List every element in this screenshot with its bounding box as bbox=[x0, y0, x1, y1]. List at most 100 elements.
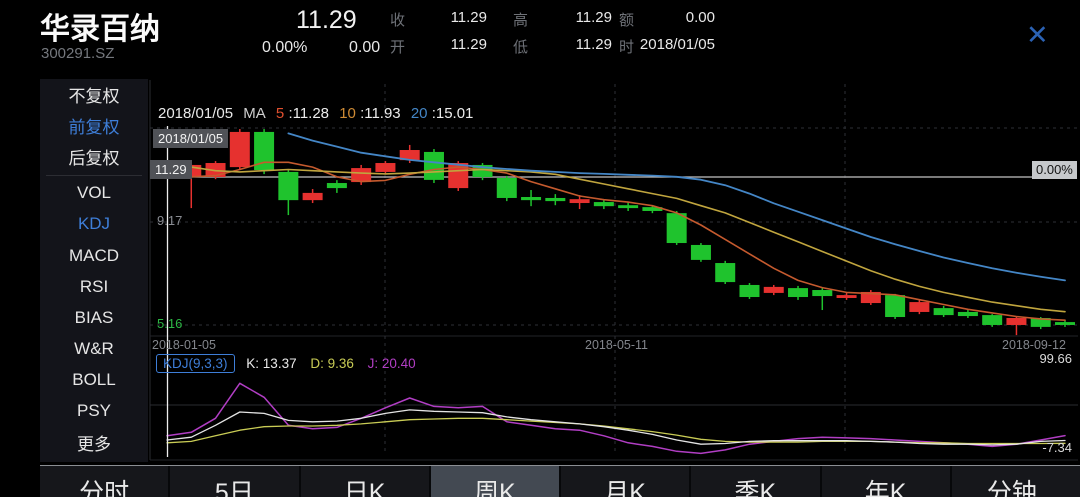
candle-body bbox=[885, 295, 906, 318]
stat-value-amount: 0.00 bbox=[685, 9, 715, 26]
close-icon[interactable]: ✕ bbox=[1026, 20, 1049, 50]
candle-body bbox=[448, 163, 469, 189]
tab-quarterly-k[interactable]: 季K bbox=[689, 466, 819, 497]
ma20-value: :15.01 bbox=[431, 105, 474, 122]
sidebar-item-boll[interactable]: BOLL bbox=[72, 370, 116, 390]
candle-body bbox=[788, 288, 809, 298]
candle-body bbox=[254, 131, 275, 171]
stat-label-high: 高 bbox=[513, 12, 529, 29]
candle-body bbox=[545, 197, 566, 202]
tab-minute[interactable]: 分钟▾ bbox=[949, 466, 1080, 497]
current-price: 11.29 bbox=[296, 6, 357, 34]
stock-name: 华录百纳 bbox=[40, 13, 160, 46]
kdj-j-value: J: 20.40 bbox=[367, 356, 416, 371]
candle-series bbox=[157, 129, 1075, 336]
candle-body bbox=[812, 290, 833, 297]
indicator-sidebar: 不复权 前复权 后复权 VOL KDJ MACD RSI BIAS W&R BO… bbox=[40, 79, 148, 462]
sidebar-item-kdj[interactable]: KDJ bbox=[77, 214, 111, 234]
stat-value-close: 11.29 bbox=[450, 9, 487, 26]
sidebar-item-psy[interactable]: PSY bbox=[76, 401, 112, 421]
candle-body bbox=[569, 199, 590, 204]
candle-body bbox=[642, 207, 663, 211]
ma10-value: :11.93 bbox=[360, 105, 401, 122]
stat-label-close: 收 bbox=[390, 12, 406, 29]
ma20-line bbox=[287, 132, 1066, 282]
candle-body bbox=[399, 150, 420, 161]
stock-code: 300291.SZ bbox=[41, 45, 115, 62]
crosshair-date: 2018/01/05 bbox=[158, 105, 234, 122]
candle-body bbox=[423, 151, 444, 180]
sidebar-item-wr[interactable]: W&R bbox=[74, 339, 114, 359]
candle-body bbox=[375, 163, 396, 172]
candle-body bbox=[618, 205, 639, 209]
candle-body bbox=[763, 286, 784, 293]
change-percent-badge: 0.00% bbox=[1032, 161, 1077, 179]
change-percent: 0.00% bbox=[262, 39, 308, 56]
tab-weekly-k[interactable]: 周K bbox=[428, 466, 559, 497]
candle-body bbox=[836, 295, 857, 298]
tab-5day[interactable]: 5日 bbox=[168, 466, 298, 497]
sidebar-item-rsi[interactable]: RSI bbox=[79, 276, 109, 296]
kdj-k-line bbox=[166, 409, 1066, 446]
candle-body bbox=[982, 315, 1003, 325]
stat-value-time: 2018/01/05 bbox=[639, 36, 715, 53]
y-axis-ref-badge: 11.29 bbox=[150, 160, 192, 179]
ma-label: MA bbox=[243, 105, 266, 122]
candle-body bbox=[351, 168, 372, 183]
kdj-k-value: K: 13.37 bbox=[246, 356, 297, 371]
candle-body bbox=[521, 197, 542, 201]
tab-yearly-k[interactable]: 年K bbox=[819, 466, 950, 497]
candle-body bbox=[739, 284, 760, 298]
period-tabbar: 分时 5日 日K 周K 月K 季K 年K 分钟▾ bbox=[40, 465, 1080, 497]
ma5-value: :11.28 bbox=[288, 105, 330, 122]
kdj-j-line bbox=[166, 382, 1066, 455]
kdj-d-value: D: 9.36 bbox=[310, 356, 354, 371]
stat-label-open: 开 bbox=[390, 39, 406, 56]
tab-intraday[interactable]: 分时 bbox=[79, 479, 130, 497]
candle-body bbox=[909, 302, 930, 312]
ma10-label: 10 bbox=[339, 105, 356, 122]
sidebar-item-vol[interactable]: VOL bbox=[76, 183, 112, 203]
ma20-label: 20 bbox=[410, 105, 428, 122]
candle-body bbox=[860, 291, 881, 304]
sidebar-item-no-adjust[interactable]: 不复权 bbox=[68, 87, 120, 107]
candle-body bbox=[302, 192, 323, 201]
candle-body bbox=[496, 177, 517, 198]
candle-body bbox=[1006, 317, 1027, 325]
ma5-line bbox=[166, 161, 1066, 321]
candle-body bbox=[593, 202, 614, 207]
x-axis-label-mid: 2018-05-11 bbox=[585, 338, 649, 352]
x-axis-label-start: 2018-01-05 bbox=[152, 338, 216, 352]
sidebar-divider bbox=[46, 174, 142, 176]
tab-daily-k[interactable]: 日K bbox=[298, 466, 429, 497]
sidebar-item-more[interactable]: 更多 bbox=[77, 435, 111, 455]
kdj-max-label: 99.66 bbox=[1039, 351, 1072, 366]
tab-monthly-k[interactable]: 月K bbox=[559, 466, 689, 497]
stat-value-open: 11.29 bbox=[450, 36, 487, 53]
y-axis-low-label: 5.16 bbox=[157, 316, 183, 331]
stat-value-high: 11.29 bbox=[575, 9, 612, 26]
stat-label-time: 时 bbox=[619, 39, 635, 56]
candle-body bbox=[933, 308, 954, 316]
stat-label-low: 低 bbox=[513, 39, 529, 56]
sidebar-item-macd[interactable]: MACD bbox=[68, 245, 120, 265]
candle-body bbox=[715, 263, 736, 283]
candle-body bbox=[229, 131, 250, 168]
kdj-info-row: KDJ(9,3,3) K: 13.37 D: 9.36 J: 20.40 bbox=[156, 354, 416, 373]
candle-body bbox=[326, 183, 347, 189]
sidebar-item-fwd-adjust[interactable]: 前复权 bbox=[68, 118, 120, 138]
candle-body bbox=[957, 311, 978, 317]
ma5-label: 5 bbox=[275, 105, 285, 122]
kdj-params-box[interactable]: KDJ(9,3,3) bbox=[156, 354, 235, 373]
crosshair-date-badge: 2018/01/05 bbox=[153, 129, 229, 148]
stat-label-amount: 额 bbox=[619, 12, 635, 29]
candle-body bbox=[1030, 317, 1051, 327]
sidebar-item-back-adjust[interactable]: 后复权 bbox=[68, 149, 120, 169]
candle-body bbox=[278, 171, 299, 201]
ma10-line bbox=[166, 160, 1066, 313]
candle-body bbox=[690, 244, 711, 260]
sidebar-item-bias[interactable]: BIAS bbox=[74, 307, 114, 327]
ma-info-row: 2018/01/05 MA 5 :11.28 10 :11.93 20 :15.… bbox=[158, 105, 479, 122]
